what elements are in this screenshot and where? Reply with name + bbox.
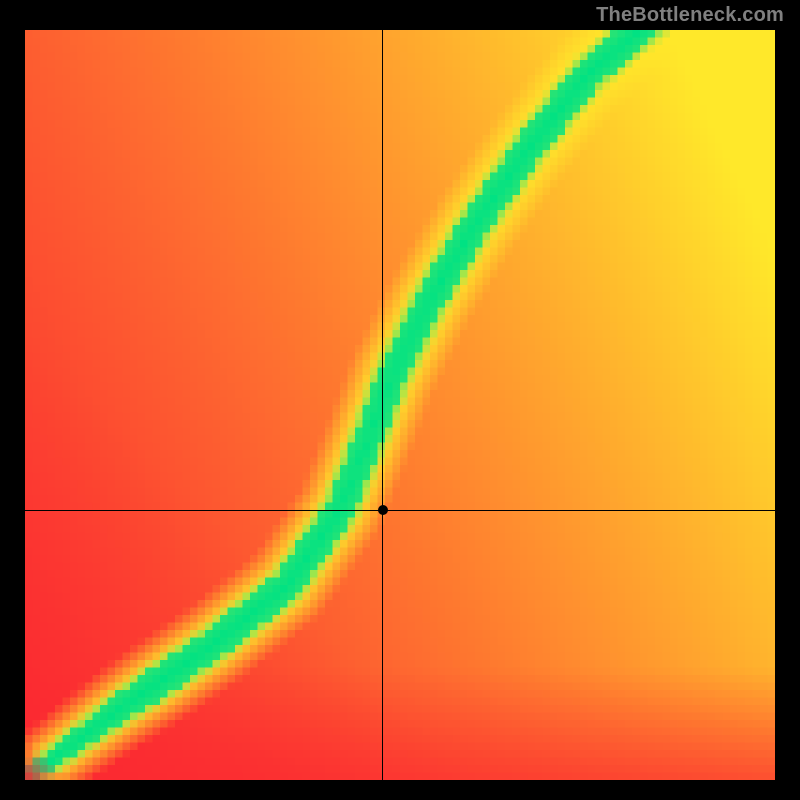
heatmap-canvas xyxy=(25,30,775,780)
heatmap-plot xyxy=(25,30,775,780)
crosshair-horizontal xyxy=(25,510,775,511)
crosshair-vertical xyxy=(382,30,383,780)
watermark-text: TheBottleneck.com xyxy=(596,4,784,27)
crosshair-dot xyxy=(378,505,388,515)
